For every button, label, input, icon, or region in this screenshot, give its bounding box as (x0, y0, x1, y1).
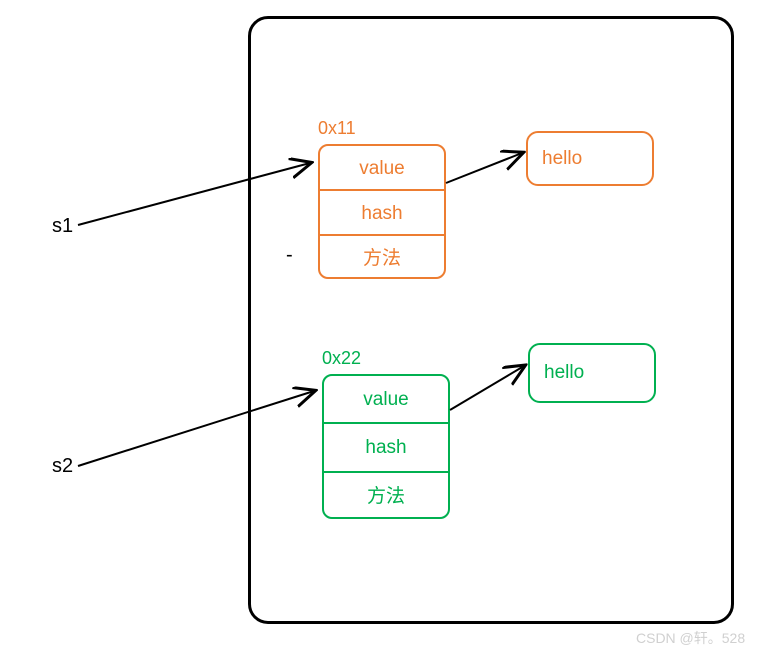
arrow-line-4 (450, 366, 524, 410)
watermark: CSDN @轩。528 (636, 628, 745, 648)
arrow-value2-to-hello2 (0, 0, 780, 653)
